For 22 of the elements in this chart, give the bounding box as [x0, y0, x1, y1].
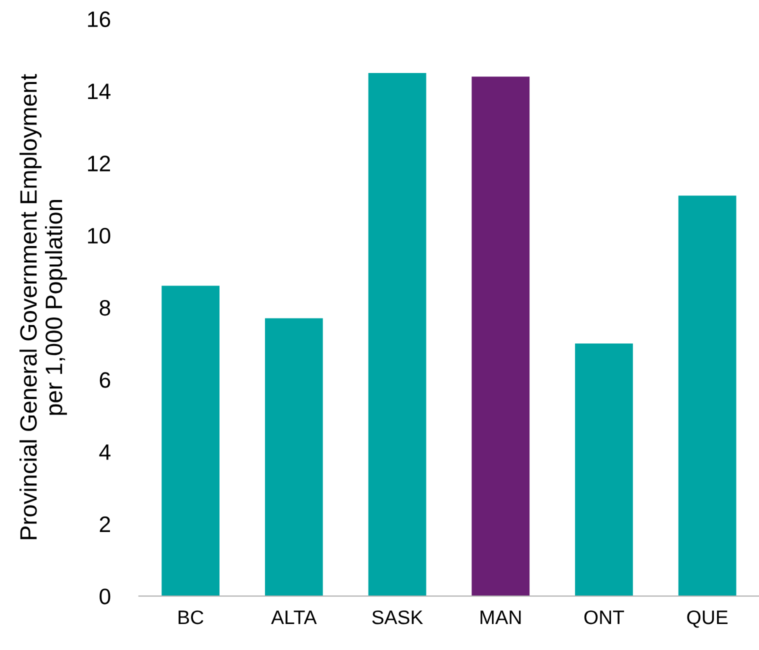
bar: [368, 72, 426, 596]
y-tick-label: 16: [88, 11, 110, 28]
x-tick-label: QUE: [687, 610, 728, 628]
x-tick-label: MAN: [480, 610, 521, 624]
bar: [162, 286, 220, 596]
x-tick-label: SASK: [372, 610, 423, 624]
x-tick-label: ALTA: [271, 610, 317, 624]
x-tick-label: ONT: [584, 610, 624, 624]
bar: [678, 196, 736, 596]
bar: [472, 76, 530, 596]
y-tick-label: 0: [100, 588, 110, 604]
y-tick-label: 10: [88, 228, 110, 244]
bar: [264, 318, 323, 596]
y-tick-label: 8: [100, 300, 110, 316]
x-tick-label: BC: [178, 610, 204, 624]
y-tick-label: 2: [100, 516, 110, 532]
y-tick-label: 12: [88, 156, 110, 172]
y-tick-label: 14: [88, 84, 110, 100]
y-tick-label: 4: [99, 444, 110, 460]
y-axis-title: Provincial General Government Employment per 1,000 Population: [20, 74, 67, 540]
y-tick-label: 6: [100, 372, 110, 388]
bar: [575, 344, 633, 596]
